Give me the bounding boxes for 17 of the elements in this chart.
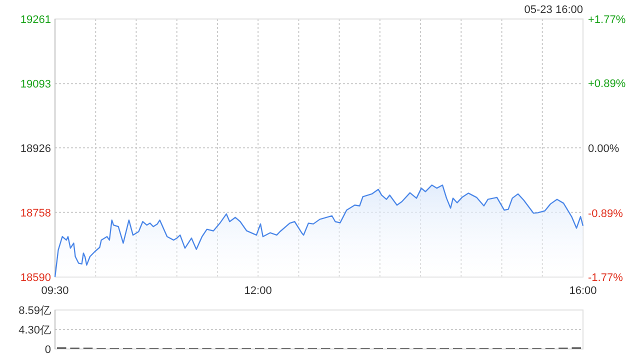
y2-tick-label: -0.89% (588, 208, 624, 220)
x-tick-label: 16:00 (569, 285, 597, 297)
y2-tick-label: -1.77% (588, 272, 624, 284)
y-tick-label: 4.30亿 (18, 324, 51, 336)
y-tick-label: 18758 (20, 207, 51, 220)
x-tick-label: 09:30 (41, 285, 69, 297)
y-tick-label: 0 (44, 344, 51, 356)
y-tick-label: 18590 (20, 272, 51, 284)
y2-tick-label: +1.77% (588, 14, 626, 26)
y-tick-label: 19093 (20, 78, 51, 91)
y2-tick-label: 0.00% (588, 143, 620, 155)
y-tick-label: 18926 (20, 142, 51, 155)
text: 05-23 16:00 (524, 4, 583, 16)
x-tick-label: 12:00 (244, 285, 272, 297)
y-tick-label: 19261 (20, 14, 51, 26)
y-tick-label: 8.59亿 (18, 305, 51, 317)
y2-tick-label: +0.89% (588, 78, 626, 90)
